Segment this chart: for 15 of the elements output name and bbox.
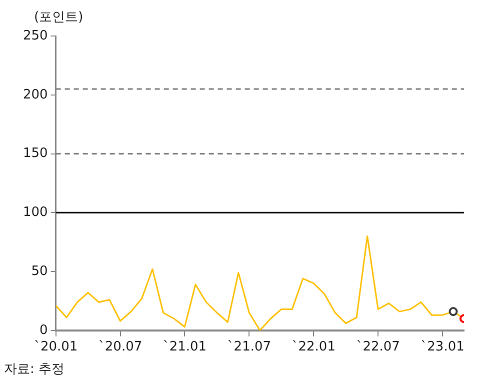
y-tick-label: 50 (31, 264, 48, 279)
x-tick-label: `20.07 (98, 340, 142, 355)
text: 자료: 추정 (4, 361, 65, 378)
y-tick-label: 0 (40, 322, 48, 338)
y-axis-title: (포인트) (34, 9, 84, 26)
x-tick-label: `21.07 (227, 340, 272, 355)
x-tick-label: `23.01 (420, 340, 464, 355)
y-tick-label: 150 (22, 146, 48, 162)
x-tick-label: `22.07 (356, 340, 400, 355)
x-tick-label: `20.01 (34, 340, 78, 355)
x-tick-label: `22.01 (292, 340, 336, 355)
y-tick-label: 200 (22, 87, 48, 102)
y-tick-label: 250 (22, 28, 48, 44)
x-tick-label: `21.01 (162, 340, 207, 355)
y-tick-label: 100 (22, 205, 48, 220)
